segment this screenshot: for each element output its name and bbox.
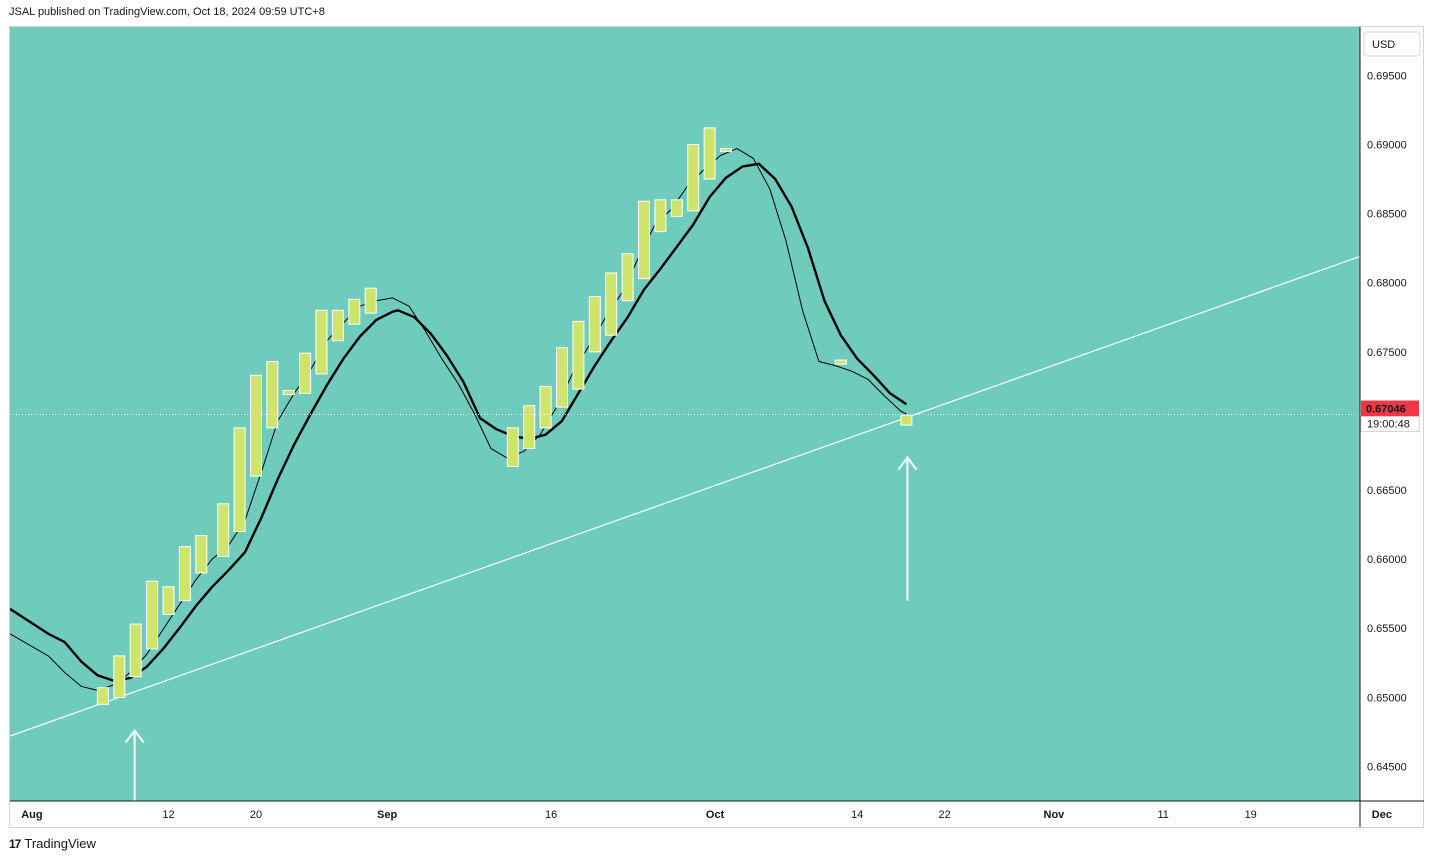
fast-moving-average-line [10, 148, 907, 691]
candle[interactable] [900, 414, 913, 426]
candle[interactable] [129, 623, 142, 678]
arrow-head-icon [124, 728, 145, 744]
candle[interactable] [299, 352, 312, 394]
candle[interactable] [364, 287, 377, 314]
candle[interactable] [588, 296, 601, 353]
candle[interactable] [703, 127, 716, 180]
time-tick-label: Aug [21, 809, 42, 821]
candle[interactable] [195, 535, 208, 574]
countdown-badge [1360, 416, 1420, 433]
candle[interactable] [282, 390, 295, 396]
time-tick-label: 14 [851, 809, 863, 821]
candle[interactable] [506, 427, 519, 467]
candle[interactable] [162, 586, 175, 615]
candle[interactable] [266, 361, 279, 429]
tradingview-footer[interactable]: 17 TradingView [9, 836, 96, 851]
bar-countdown-label: 19:00:48 [1367, 419, 1410, 431]
time-tick-label: Sep [377, 809, 397, 821]
candle[interactable] [523, 405, 536, 450]
slow-moving-average-line [10, 162, 908, 682]
candle[interactable] [315, 309, 328, 375]
candle[interactable] [621, 253, 634, 302]
price-axis[interactable]: 0.64500 0.65000 0.65500 0.66000 0.66500 0.670… [1367, 70, 1407, 773]
candle[interactable] [331, 309, 344, 342]
candle[interactable] [539, 385, 552, 429]
candle[interactable] [605, 272, 618, 336]
candle[interactable] [348, 298, 361, 325]
time-tick-label: Nov [1044, 809, 1066, 821]
publish-header: JSAL published on TradingView.com, Oct 1… [9, 6, 325, 18]
candle[interactable] [654, 199, 667, 233]
candle[interactable] [178, 546, 191, 602]
price-tick-label: 0.64500 [1367, 761, 1407, 773]
price-tick-label: 0.65000 [1367, 692, 1407, 704]
plot-area[interactable] [10, 27, 1360, 801]
candle[interactable] [556, 347, 568, 408]
candle[interactable] [233, 427, 246, 532]
ascending-trendline[interactable] [10, 255, 1361, 737]
time-tick-label: 19 [1245, 809, 1257, 821]
last-price-badge [1361, 400, 1419, 417]
up-arrow-annotation[interactable] [124, 728, 145, 801]
candle[interactable] [250, 374, 262, 477]
time-tick-label: 22 [938, 809, 950, 821]
candle[interactable] [687, 144, 700, 212]
time-tick-label: 20 [250, 809, 262, 821]
candle[interactable] [638, 200, 650, 280]
chart-frame [9, 26, 1424, 828]
tradingview-logo-icon: 17 [9, 836, 21, 851]
last-price-label: 0.67046 [1366, 404, 1406, 416]
candle[interactable] [572, 320, 585, 390]
candle[interactable] [670, 199, 683, 217]
time-tick-label: 12 [162, 809, 174, 821]
price-tick-label: 0.68000 [1367, 278, 1407, 290]
price-tick-label: 0.66500 [1367, 485, 1407, 497]
up-arrow-annotation[interactable] [897, 455, 918, 601]
tradingview-brand-label: TradingView [24, 836, 96, 851]
price-tick-label: 0.65500 [1367, 623, 1407, 635]
time-axis[interactable]: Aug 12 20 Sep 16 Oct 14 22 Nov 11 19 Dec [21, 809, 1392, 821]
price-tick-label: 0.68500 [1367, 209, 1407, 221]
candle[interactable] [146, 580, 159, 650]
candle[interactable] [834, 359, 847, 365]
time-tick-label: Oct [706, 809, 725, 821]
price-tick-label: 0.69000 [1367, 140, 1407, 152]
arrow-head-icon [897, 455, 918, 471]
price-tick-label: 0.67500 [1367, 347, 1407, 359]
candle[interactable] [217, 503, 230, 557]
candle[interactable] [720, 148, 732, 152]
currency-button[interactable]: USD [1363, 31, 1421, 57]
candle[interactable] [96, 687, 109, 705]
price-chart[interactable]: 0.64500 0.65000 0.65500 0.66000 0.66500 0.670… [10, 27, 1424, 827]
price-tick-label: 0.69500 [1367, 70, 1407, 82]
candle[interactable] [113, 655, 126, 698]
currency-label: USD [1372, 39, 1395, 51]
price-tick-label: 0.66000 [1367, 554, 1407, 566]
time-tick-label: 16 [545, 809, 557, 821]
time-tick-label: Dec [1372, 809, 1392, 821]
time-tick-label: 11 [1157, 809, 1168, 821]
